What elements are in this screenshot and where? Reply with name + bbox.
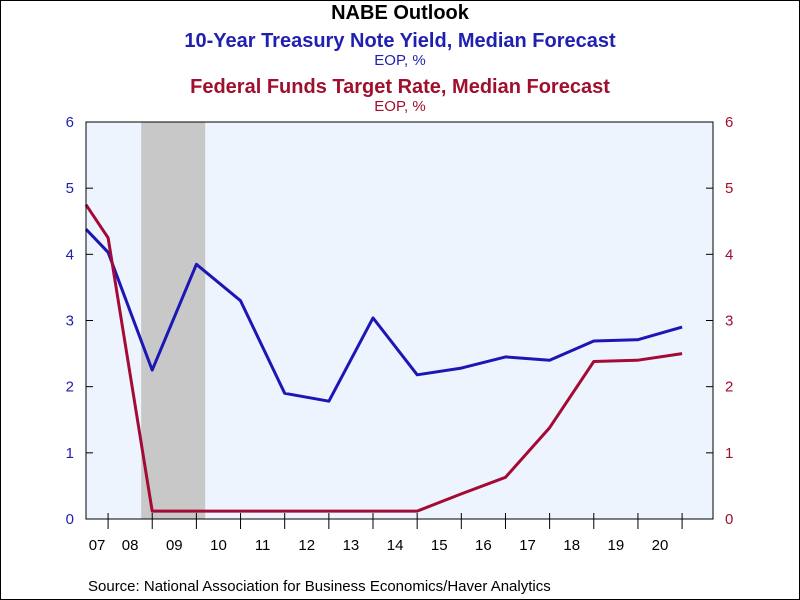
x-tick-label: 15	[431, 537, 448, 554]
y-right-tick-label: 4	[725, 246, 733, 263]
x-tick-label: 11	[255, 537, 271, 554]
x-tick-label: 17	[519, 537, 536, 554]
y-left-tick-label: 1	[66, 445, 74, 462]
y-right-tick-label: 2	[725, 379, 733, 396]
series1-unit: EOP, %	[374, 52, 426, 69]
x-tick-label: 12	[298, 537, 315, 554]
y-left-tick-label: 0	[66, 511, 74, 528]
series2-unit: EOP, %	[374, 98, 426, 115]
x-tick-label: 14	[387, 537, 404, 554]
x-tick-label: 07	[89, 537, 106, 554]
source-note: Source: National Association for Busines…	[88, 578, 551, 595]
series-layer	[84, 203, 683, 513]
y-right-tick-label: 6	[725, 114, 733, 131]
y-right-tick-label: 0	[725, 511, 733, 528]
y-right-tick-label: 5	[725, 180, 733, 197]
y-left-tick-label: 5	[66, 180, 74, 197]
y-left-tick-label: 4	[66, 246, 74, 263]
axis-layer: 0 01 12 23 34 45 56 607 08 09 10 11 12 13 14 15 16 17 18 19…	[66, 114, 734, 554]
series1-title: 10-Year Treasury Note Yield, Median Fore…	[184, 30, 616, 52]
y-left-tick-label: 3	[66, 313, 74, 330]
x-tick-label: 18	[563, 537, 580, 554]
chart-title: NABE Outlook	[331, 2, 469, 24]
x-tick-label: 20	[652, 537, 669, 554]
x-tick-label: 19	[608, 537, 625, 554]
y-left-tick-label: 2	[66, 379, 74, 396]
y-right-tick-label: 1	[725, 445, 733, 462]
x-tick-label: 16	[475, 537, 492, 554]
series2-title: Federal Funds Target Rate, Median Foreca…	[190, 76, 610, 98]
series-line-1	[84, 228, 683, 403]
x-tick-label: 09	[166, 537, 183, 554]
y-left-tick-label: 6	[66, 114, 74, 131]
x-tick-label: 10	[210, 537, 227, 554]
x-tick-label: 13	[343, 537, 360, 554]
series-line-2	[84, 203, 683, 513]
x-tick-label: 08	[122, 537, 139, 554]
y-right-tick-label: 3	[725, 313, 733, 330]
